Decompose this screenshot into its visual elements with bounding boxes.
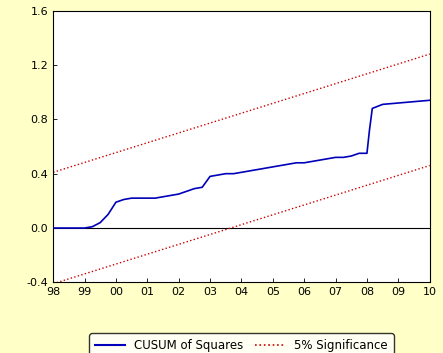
- Legend: CUSUM of Squares, 5% Significance: CUSUM of Squares, 5% Significance: [89, 333, 394, 353]
